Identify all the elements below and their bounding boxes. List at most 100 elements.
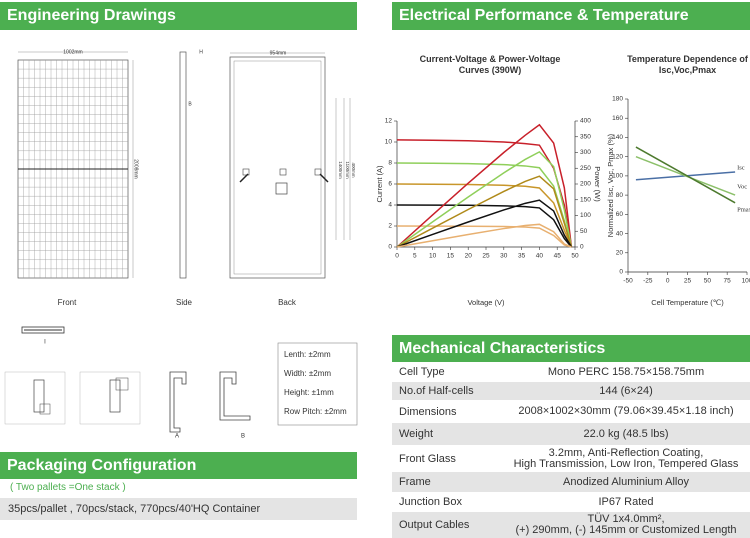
y-tick-label: 80: [616, 192, 624, 199]
y-tick-label: 120: [612, 153, 623, 160]
chart-title: Temperature Dependence of Isc,Voc,Pmax: [627, 54, 748, 75]
drawing-outline: [39, 403, 51, 415]
series-line: [396, 123, 573, 248]
label: 1400mm: [338, 161, 343, 179]
y2-tick-label: 250: [580, 165, 591, 172]
series-line: [396, 225, 572, 248]
y2-tick-label: 50: [580, 228, 588, 235]
tolerance: Lenth: ±2mm: [284, 350, 331, 359]
x-tick-label: 5: [413, 253, 417, 260]
series-line: [396, 175, 573, 248]
section-header: Electrical Performance & Temperature Dep…: [392, 2, 750, 52]
y-tick-label: 6: [388, 181, 392, 188]
series-label: Pmax: [737, 206, 750, 213]
series-line: [396, 199, 573, 248]
x-tick-label: 45: [554, 253, 562, 260]
x-tick-label: 15: [447, 253, 455, 260]
series-line: [635, 155, 736, 196]
x-tick-label: 100: [742, 278, 750, 285]
label: 954mm: [270, 50, 287, 56]
x-tick-label: 50: [571, 253, 579, 260]
y-tick-label: 10: [385, 139, 393, 146]
x-tick-label: -25: [643, 278, 653, 285]
y-tick-label: 0: [388, 244, 392, 251]
row-label: No.of Half-cells: [399, 385, 474, 397]
y-tick-label: 12: [385, 118, 393, 125]
series-line: [396, 162, 573, 248]
label: B: [188, 101, 192, 107]
row-label: Cell Type: [399, 366, 445, 378]
row-value: Mono PERC 158.75×158.75mm: [547, 365, 705, 378]
y-axis-label: Normalized Isc, Voc, Pmax (%): [606, 133, 615, 237]
label: H: [199, 49, 203, 55]
tolerance: Height: ±1mm: [284, 388, 334, 397]
series-line: [396, 223, 572, 248]
y-tick-label: 40: [616, 230, 624, 237]
drawing-outline: [277, 342, 358, 426]
drawing-outline: [4, 371, 66, 425]
row-label: Junction Box: [399, 496, 462, 508]
table-row: Cell Type Mono PERC 158.75×158.75mm: [392, 362, 750, 382]
y2-tick-label: 350: [580, 133, 591, 140]
profile-label: A: [175, 434, 179, 440]
row-value: IP67 Rated: [598, 495, 654, 508]
y-axis-label: Current (A): [375, 165, 384, 203]
x-tick-label: 25: [684, 278, 692, 285]
row-value-line: (+) 290mm, (-) 145mm or Customized Lengt…: [515, 524, 737, 536]
row-value: Anodized Aluminium Alloy: [563, 475, 689, 488]
y-tick-label: 180: [612, 96, 623, 103]
y-tick-label: 60: [616, 211, 624, 218]
y2-tick-label: 300: [580, 149, 591, 156]
x-axis-label: Cell Temperature (℃): [651, 298, 724, 307]
row-label: Output Cables: [399, 519, 470, 531]
y2-tick-label: 150: [580, 196, 591, 203]
label: 400mm: [351, 162, 356, 177]
row-value: 2008×1002×30mm (79.06×39.45×1.18 inch): [518, 405, 734, 417]
row-label: Front Glass: [399, 452, 456, 465]
x-tick-label: 30: [500, 253, 508, 260]
y2-tick-label: 100: [580, 212, 591, 219]
row-label: Frame: [399, 476, 431, 488]
profile-drawing: [169, 371, 187, 433]
drawing-outline: [115, 377, 129, 391]
y-tick-label: 140: [612, 134, 623, 141]
row-value: 22.0 kg (48.5 lbs): [583, 427, 669, 440]
y-tick-label: 8: [388, 160, 392, 167]
row-label: Dimensions: [399, 405, 457, 418]
section-header: Engineering Drawings: [0, 2, 357, 30]
row-value-line: 3.2mm, Anti-Reflection Coating,: [548, 446, 704, 459]
table-row: Output Cables TÜV 1x4.0mm², (+) 290mm, (-)…: [392, 512, 750, 538]
row-value-line: High Transmission, Low Iron, Tempered Gl…: [513, 457, 739, 470]
drawing-outline: [21, 326, 65, 334]
y-tick-label: 100: [612, 173, 623, 180]
label: 2008mm: [133, 159, 139, 178]
x-tick-label: 75: [724, 278, 732, 285]
packaging-note: ( Two pallets =One stack ): [10, 482, 126, 493]
series-label: Isc: [737, 165, 745, 172]
y2-tick-label: 0: [580, 244, 584, 251]
label: 1002mm: [63, 49, 82, 55]
drawing-outline: [233, 60, 322, 275]
x-tick-label: 10: [429, 253, 437, 260]
row-value: 144 (6×24): [599, 384, 653, 397]
drawing-line: [319, 173, 329, 183]
chart-title: Current-Voltage & Power-Voltage Curves (…: [419, 54, 561, 75]
x-tick-label: 40: [536, 253, 544, 260]
table-row: Frame Anodized Aluminium Alloy: [392, 472, 750, 492]
tolerance: Row Pitch: ±2mm: [284, 407, 347, 416]
view-label: Side: [176, 298, 193, 307]
table-row: Weight 22.0 kg (48.5 lbs): [392, 423, 750, 445]
y-tick-label: 20: [616, 249, 624, 256]
table-row: Dimensions 2008×1002×30mm (79.06×39.45×1.…: [392, 400, 750, 423]
drawing-outline: [79, 371, 141, 425]
series-line: [396, 150, 573, 248]
y2-tick-label: 200: [580, 181, 591, 188]
profile-drawing: [219, 371, 251, 421]
profile-label: I: [44, 340, 46, 346]
drawing-line: [239, 173, 249, 183]
x-tick-label: 25: [482, 253, 490, 260]
y2-tick-label: 400: [580, 118, 591, 125]
drawing-outline: [179, 51, 187, 279]
row-value: TÜV 1x4.0mm², (+) 290mm, (-) 145mm or Cus…: [502, 514, 750, 536]
